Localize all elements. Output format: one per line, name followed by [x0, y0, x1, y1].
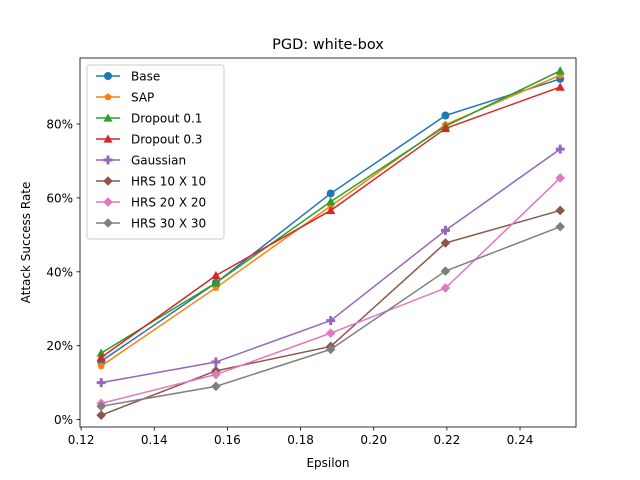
- data-point: [555, 221, 565, 232]
- legend-marker: [103, 197, 113, 207]
- legend-item: HRS 10 X 10: [96, 175, 206, 189]
- legend-marker: [104, 72, 112, 80]
- y-tick-label: 0%: [54, 413, 73, 427]
- data-point: [440, 238, 451, 248]
- legend-marker: [103, 113, 113, 122]
- data-point: [97, 362, 105, 370]
- plot-frame: [79, 57, 577, 428]
- y-tick-label: 20%: [46, 339, 73, 353]
- data-point: [326, 189, 335, 198]
- data-point: [96, 348, 106, 357]
- data-point: [325, 344, 336, 355]
- x-axis: 0.12 0.14 0.16 0.18 0.20 0.22 0.24: [68, 427, 534, 447]
- data-point: [326, 205, 336, 215]
- series-4: [96, 144, 565, 388]
- legend-item: HRS 20 X 20: [96, 196, 206, 210]
- x-tick-label: 0.22: [434, 433, 461, 447]
- data-point: [555, 66, 565, 75]
- data-point: [440, 123, 451, 133]
- legend-marker: [103, 155, 113, 165]
- legend-label: Gaussian: [131, 154, 186, 168]
- data-point: [211, 270, 221, 280]
- x-tick-label: 0.12: [68, 433, 95, 447]
- legend-item: SAP: [96, 91, 154, 105]
- y-axis-label: Attack Success Rate: [19, 182, 33, 304]
- legend-marker: [103, 176, 113, 186]
- legend-label: Base: [131, 70, 160, 84]
- legend-item: Dropout 0.1: [96, 112, 202, 126]
- data-point: [441, 111, 450, 120]
- data-point: [211, 369, 221, 380]
- x-tick-label: 0.18: [287, 433, 314, 447]
- y-tick-label: 80%: [46, 117, 73, 131]
- data-point: [555, 144, 565, 154]
- data-point: [555, 173, 565, 183]
- legend-item: Gaussian: [96, 154, 186, 168]
- data-point: [96, 352, 106, 362]
- legend-marker: [104, 93, 112, 101]
- legend: Base SAP Dropout 0.1 Dropout 0.3 Gaussian HRS…: [86, 64, 225, 240]
- y-tick-label: 60%: [46, 191, 73, 205]
- x-tick-label: 0.20: [360, 433, 387, 447]
- data-point: [96, 401, 106, 412]
- y-axis: 0% 20% 40% 60% 80%: [46, 117, 80, 427]
- y-tick-label: 40%: [46, 265, 73, 279]
- legend-item: Dropout 0.3: [96, 133, 202, 147]
- data-point: [440, 283, 451, 293]
- x-axis-label: Epsilon: [306, 456, 349, 470]
- legend-item: HRS 30 X 30: [96, 217, 206, 231]
- legend-label: Dropout 0.1: [131, 112, 202, 126]
- data-point: [326, 316, 336, 326]
- legend-label: HRS 20 X 20: [131, 196, 206, 210]
- series-7: [96, 221, 565, 412]
- x-tick-label: 0.14: [141, 433, 168, 447]
- data-point: [440, 225, 450, 235]
- legend-box: [86, 64, 225, 240]
- chart-title: PGD: white-box: [272, 37, 384, 53]
- data-point: [325, 328, 336, 338]
- data-point: [555, 205, 565, 216]
- x-tick-label: 0.24: [507, 433, 534, 447]
- legend-marker: [103, 134, 113, 143]
- legend-marker: [103, 218, 113, 228]
- legend-label: HRS 30 X 30: [131, 217, 206, 231]
- data-point: [326, 196, 336, 206]
- data-point: [96, 410, 106, 420]
- data-point: [211, 278, 221, 287]
- data-point: [96, 378, 106, 388]
- data-point: [440, 266, 451, 276]
- data-point: [211, 381, 221, 392]
- legend-label: Dropout 0.3: [131, 133, 202, 147]
- x-tick-label: 0.16: [214, 433, 241, 447]
- series-line: [100, 209, 561, 416]
- data-point: [211, 357, 221, 367]
- series-3: [96, 82, 565, 362]
- legend-label: SAP: [131, 91, 154, 105]
- legend-item: Base: [96, 70, 160, 84]
- legend-label: HRS 10 X 10: [131, 175, 206, 189]
- data-point: [555, 82, 565, 91]
- plot-area: [96, 66, 565, 420]
